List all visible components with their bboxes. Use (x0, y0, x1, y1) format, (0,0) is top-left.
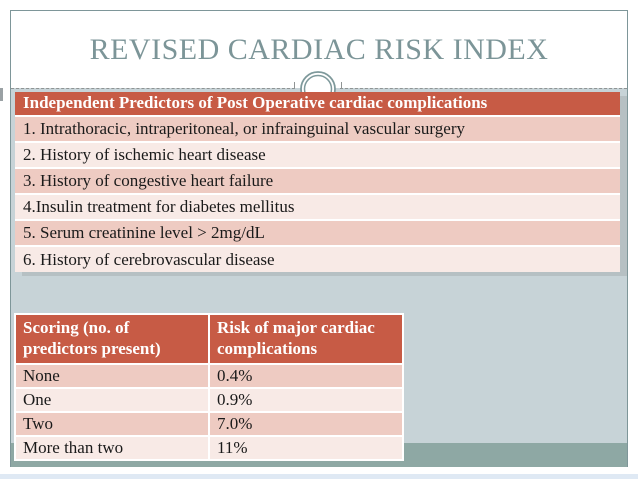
dashed-divider-left (11, 88, 295, 89)
table-row: More than two 11% (14, 435, 404, 462)
risk-cell: 0.9% (208, 387, 404, 414)
table-row: 5. Serum creatinine level > 2mg/dL (15, 219, 620, 246)
divider-tick-left (294, 82, 295, 89)
scoring-cell: Two (14, 411, 210, 438)
divider-tick-right (341, 82, 342, 89)
bottom-strip (0, 474, 638, 479)
table-row: 2. History of ischemic heart disease (15, 141, 620, 168)
predictors-table-header: Independent Predictors of Post Operative… (15, 92, 620, 116)
dashed-divider-right (340, 88, 627, 89)
table-row: Two 7.0% (14, 411, 404, 438)
risk-cell: 0.4% (208, 363, 404, 390)
table-row: 1. Intrathoracic, intraperitoneal, or in… (15, 115, 620, 142)
scoring-column-header: Scoring (no. of predictors present) (14, 312, 210, 366)
risk-cell: 11% (208, 435, 404, 462)
table-row: 4.Insulin treatment for diabetes mellitu… (15, 193, 620, 220)
predictor-item: 2. History of ischemic heart disease (15, 141, 620, 168)
scoring-cell: More than two (14, 435, 210, 462)
risk-column-header: Risk of major cardiac complications (208, 312, 404, 366)
predictor-item: 5. Serum creatinine level > 2mg/dL (15, 219, 620, 246)
predictor-item: 3. History of congestive heart failure (15, 167, 620, 194)
slide: REVISED CARDIAC RISK INDEX Independent P… (10, 10, 628, 467)
scoring-header-row: Scoring (no. of predictors present) Risk… (14, 312, 404, 366)
slide-title: REVISED CARDIAC RISK INDEX (89, 32, 549, 66)
predictor-item: 1. Intrathoracic, intraperitoneal, or in… (15, 115, 620, 142)
predictor-item: 4.Insulin treatment for diabetes mellitu… (15, 193, 620, 220)
predictors-header-row: Independent Predictors of Post Operative… (15, 92, 620, 116)
table-row: 3. History of congestive heart failure (15, 167, 620, 194)
table-row: None 0.4% (14, 363, 404, 390)
scoring-cell: None (14, 363, 210, 390)
risk-cell: 7.0% (208, 411, 404, 438)
scoring-table: Scoring (no. of predictors present) Risk… (14, 312, 404, 462)
table-row: One 0.9% (14, 387, 404, 414)
left-edge-artifact (0, 88, 3, 101)
predictors-table: Independent Predictors of Post Operative… (15, 92, 620, 272)
scoring-cell: One (14, 387, 210, 414)
table-row: 6. History of cerebrovascular disease (15, 245, 620, 272)
predictor-item: 6. History of cerebrovascular disease (15, 245, 620, 272)
